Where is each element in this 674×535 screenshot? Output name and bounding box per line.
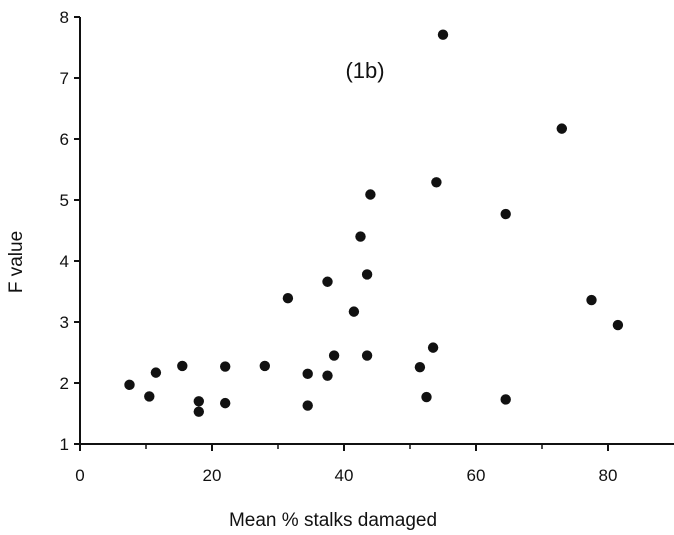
y-tick-label: 6: [60, 130, 69, 149]
panel-label: (1b): [345, 58, 384, 83]
x-tick-label: 80: [599, 466, 618, 485]
data-point: [586, 294, 597, 306]
x-axis-label: Mean % stalks damaged: [229, 510, 437, 531]
y-tick-label: 4: [60, 252, 69, 271]
data-point: [500, 394, 511, 405]
x-tick-label: 40: [335, 466, 354, 485]
y-tick-label: 1: [60, 435, 69, 454]
data-point: [302, 368, 313, 380]
data-point: [302, 400, 313, 411]
data-point: [431, 177, 442, 188]
x-tick-label: 60: [467, 466, 486, 485]
data-point: [177, 360, 188, 372]
data-point: [124, 379, 135, 391]
data-point: [150, 367, 162, 378]
data-point: [361, 269, 373, 280]
data-point: [193, 406, 204, 417]
data-point: [193, 396, 204, 407]
data-point: [322, 276, 333, 287]
data-point: [220, 361, 231, 372]
y-axis-label: F value: [6, 231, 27, 293]
x-tick-label: 20: [203, 466, 222, 485]
data-point: [365, 189, 376, 200]
data-point: [500, 208, 511, 220]
data-point: [355, 231, 366, 242]
data-point: [421, 391, 432, 403]
data-point: [556, 123, 567, 134]
data-point: [437, 29, 449, 40]
y-tick-label: 2: [60, 374, 69, 393]
data-point: [348, 306, 360, 317]
y-tick-label: 7: [60, 69, 69, 88]
data-point: [144, 391, 155, 402]
data-point: [612, 319, 624, 331]
y-tick-label: 5: [60, 191, 69, 210]
data-point: [427, 342, 439, 353]
data-point: [282, 293, 294, 304]
data-point: [322, 370, 333, 381]
x-tick-label: 0: [75, 466, 84, 485]
y-tick-label: 8: [60, 8, 69, 27]
y-tick-label: 3: [60, 313, 69, 332]
data-point: [328, 350, 340, 361]
data-point: [361, 350, 373, 361]
data-point: [414, 361, 426, 373]
data-point: [259, 360, 270, 372]
data-point: [220, 397, 231, 409]
